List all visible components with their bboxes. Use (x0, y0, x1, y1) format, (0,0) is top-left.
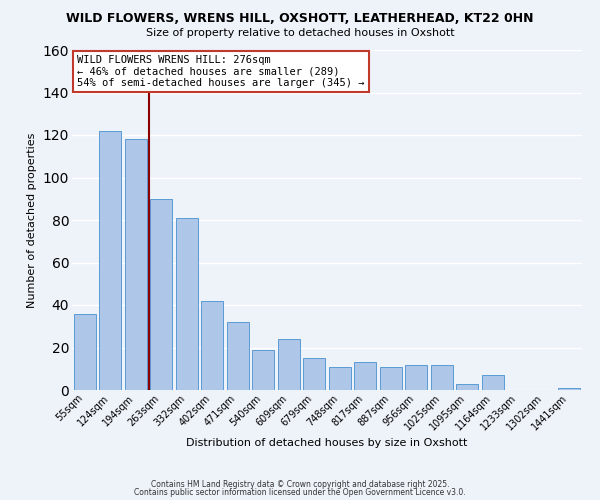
Text: Size of property relative to detached houses in Oxshott: Size of property relative to detached ho… (146, 28, 454, 38)
Bar (329, 366, 350, 390)
Text: WILD FLOWERS, WRENS HILL, OXSHOTT, LEATHERHEAD, KT22 0HN: WILD FLOWERS, WRENS HILL, OXSHOTT, LEATH… (66, 12, 534, 26)
Bar (431, 364, 452, 390)
Bar (100, 130, 121, 390)
X-axis label: Distribution of detached houses by size in Oxshott: Distribution of detached houses by size … (187, 438, 467, 448)
Bar (253, 350, 274, 390)
Text: Contains HM Land Registry data © Crown copyright and database right 2025.: Contains HM Land Registry data © Crown c… (151, 480, 449, 489)
Bar (74, 314, 95, 390)
Bar (457, 384, 478, 390)
Bar (125, 139, 146, 390)
Text: WILD FLOWERS WRENS HILL: 276sqm
← 46% of detached houses are smaller (289)
54% o: WILD FLOWERS WRENS HILL: 276sqm ← 46% of… (77, 55, 365, 88)
Bar (151, 198, 172, 390)
Text: Contains public sector information licensed under the Open Government Licence v3: Contains public sector information licen… (134, 488, 466, 497)
Bar (278, 339, 299, 390)
Bar (304, 358, 325, 390)
Bar (227, 322, 248, 390)
Bar (176, 218, 197, 390)
Bar (482, 375, 503, 390)
Bar (380, 366, 401, 390)
Bar (559, 388, 580, 390)
Bar (355, 362, 376, 390)
Bar (406, 364, 427, 390)
Bar (202, 300, 223, 390)
Y-axis label: Number of detached properties: Number of detached properties (27, 132, 37, 308)
